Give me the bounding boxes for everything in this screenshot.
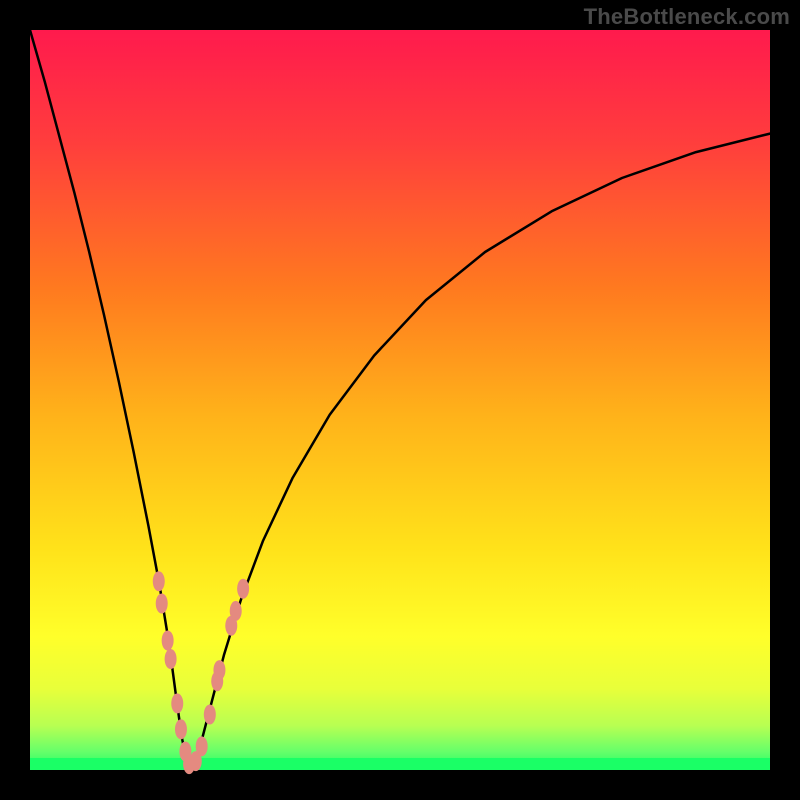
data-point-marker	[230, 601, 242, 621]
data-point-marker	[237, 579, 249, 599]
data-point-marker	[162, 631, 174, 651]
data-point-marker	[165, 649, 177, 669]
data-point-markers	[153, 571, 249, 774]
data-point-marker	[204, 705, 216, 725]
watermark-text: TheBottleneck.com	[584, 4, 790, 30]
data-point-marker	[213, 660, 225, 680]
bottleneck-curve	[30, 30, 770, 769]
bottleneck-curve-svg	[30, 30, 770, 770]
data-point-marker	[153, 571, 165, 591]
data-point-marker	[156, 594, 168, 614]
data-point-marker	[196, 736, 208, 756]
plot-area	[30, 30, 770, 770]
data-point-marker	[175, 719, 187, 739]
stage: TheBottleneck.com	[0, 0, 800, 800]
data-point-marker	[171, 693, 183, 713]
